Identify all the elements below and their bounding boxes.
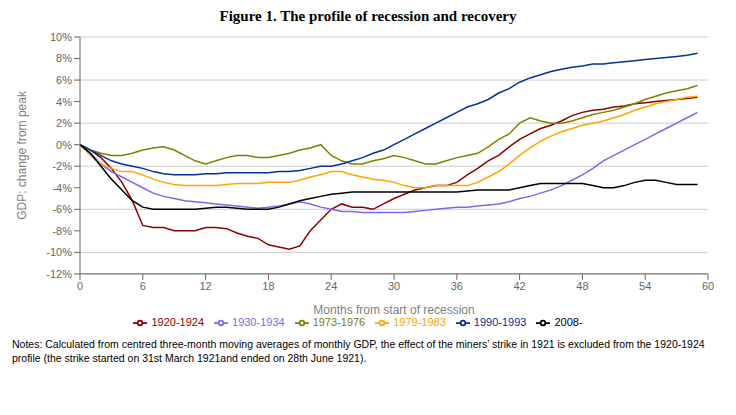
- svg-text:6: 6: [140, 280, 146, 292]
- svg-text:4%: 4%: [56, 96, 72, 108]
- svg-text:8%: 8%: [56, 52, 72, 64]
- html-text:1930-1934: 1930-1934: [232, 315, 285, 328]
- svg-text:18: 18: [262, 280, 274, 292]
- svg-text:24: 24: [325, 280, 337, 292]
- html-text:2008-: 2008-: [554, 315, 583, 328]
- svg-text:Months from start of recession: Months from start of recession: [313, 303, 474, 317]
- html-text:Notes: Calculated from centred: Notes: Calculated from centred three-mon…: [12, 338, 705, 364]
- svg-text:30: 30: [388, 280, 400, 292]
- svg-text:-6%: -6%: [52, 203, 72, 215]
- svg-text:-2%: -2%: [52, 160, 72, 172]
- svg-text:-10%: -10%: [46, 246, 72, 258]
- svg-text:-4%: -4%: [52, 182, 72, 194]
- svg-text:0: 0: [77, 280, 83, 292]
- html-text:1990-1993: 1990-1993: [473, 315, 527, 328]
- svg-text:10%: 10%: [50, 31, 72, 43]
- svg-text:12: 12: [199, 280, 211, 292]
- html-text:1973-1976: 1973-1976: [312, 315, 366, 328]
- svg-text:42: 42: [513, 280, 525, 292]
- svg-text:6%: 6%: [56, 74, 72, 86]
- svg-text:48: 48: [576, 280, 588, 292]
- svg-text:54: 54: [639, 280, 651, 292]
- svg-text:-8%: -8%: [52, 225, 72, 237]
- html-text:1979-1983: 1979-1983: [393, 315, 446, 328]
- svg-text:-12%: -12%: [46, 268, 72, 280]
- html-text:1920-1924: 1920-1924: [151, 315, 204, 328]
- svg-text:0%: 0%: [56, 139, 72, 151]
- html-text:Figure 1. The profile of reces: Figure 1. The profile of recession and r…: [219, 8, 517, 24]
- svg-text:2%: 2%: [56, 117, 72, 129]
- svg-text:60: 60: [702, 280, 714, 292]
- svg-text:GDP: change from peak: GDP: change from peak: [15, 90, 29, 220]
- svg-text:36: 36: [451, 280, 463, 292]
